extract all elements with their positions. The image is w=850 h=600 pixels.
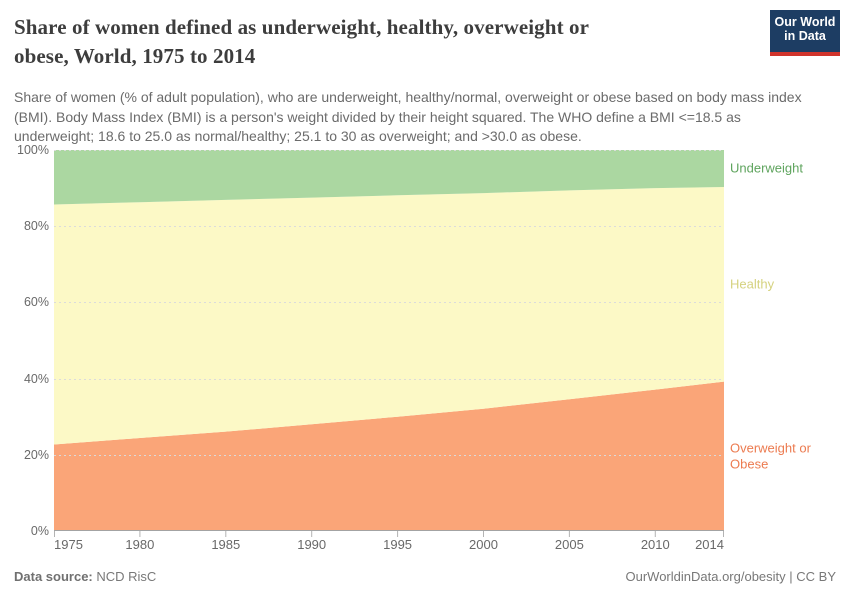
x-axis-label-2005: 2005: [554, 537, 584, 552]
y-axis-label-0: 0%: [30, 524, 49, 538]
chart-plot-area[interactable]: [54, 150, 724, 540]
y-axis-label-40: 40%: [23, 371, 49, 386]
logo-text-line-1: Our World: [774, 15, 836, 29]
series-label-healthy: Healthy: [730, 276, 775, 292]
page-title: Share of women defined as underweight, h…: [14, 13, 764, 71]
x-axis-label-1995: 1995: [383, 537, 413, 552]
chart-subtitle: Share of women (% of adult population), …: [14, 89, 802, 144]
y-axis-label-100: 100%: [17, 143, 49, 157]
series-label-overweight-or-obese: Overweight or Obese: [730, 440, 811, 472]
area-overweight-or-obese[interactable]: [54, 381, 724, 531]
y-axis-label-60: 60%: [23, 295, 49, 310]
data-source-label: Data source:: [14, 569, 93, 584]
x-axis-label-1985: 1985: [211, 537, 241, 552]
attribution: OurWorldinData.org/obesity | CC BY: [625, 569, 837, 584]
area-underweight[interactable]: [54, 150, 724, 205]
y-axis-label-20: 20%: [23, 447, 49, 462]
series-label-underweight: Underweight: [730, 160, 803, 176]
x-axis-label-2014: 2014: [695, 537, 724, 552]
title-line-2: obese, World, 1975 to 2014: [14, 44, 256, 68]
title-line-1: Share of women defined as underweight, h…: [14, 15, 590, 39]
x-axis-label-1980: 1980: [125, 537, 155, 552]
x-axis-label-2000: 2000: [469, 537, 498, 552]
data-source: Data source: NCD RisC: [14, 569, 156, 584]
x-axis-label-1975: 1975: [54, 537, 83, 552]
owid-logo: Our World in Data: [770, 10, 840, 56]
y-axis-label-80: 80%: [23, 219, 49, 234]
x-axis-label-1990: 1990: [297, 537, 327, 552]
data-source-value: NCD RisC: [96, 569, 157, 584]
area-healthy[interactable]: [54, 187, 724, 445]
x-axis-label-2010: 2010: [640, 537, 670, 552]
logo-text-line-2: in Data: [784, 29, 826, 43]
